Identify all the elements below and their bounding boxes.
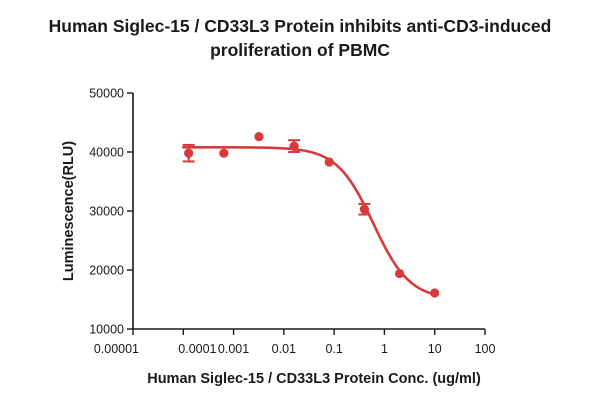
x-tick-label: 10	[428, 342, 442, 356]
y-tick-label: 10000	[89, 323, 124, 337]
y-tick-label: 40000	[89, 146, 124, 160]
fit-curve	[181, 145, 437, 296]
data-point	[324, 157, 334, 167]
data-points	[182, 132, 440, 298]
x-tick-label: 0.0001	[178, 342, 216, 356]
x-tick-label: 0.00001	[94, 342, 139, 356]
data-point	[394, 268, 405, 279]
chart-title-line-1: Human Siglec-15 / CD33L3 Protein inhibit…	[48, 16, 552, 36]
y-tick-label: 30000	[89, 205, 124, 219]
x-tick-label: 100	[475, 342, 496, 356]
y-axis-label: Luminescence(RLU)	[61, 141, 77, 281]
x-axis-label: Human Siglec-15 / CD33L3 Protein Conc. (…	[147, 371, 481, 387]
data-point	[219, 148, 229, 158]
x-tick-label: 1	[381, 342, 388, 356]
chart-title-line-2: proliferation of PBMC	[210, 40, 390, 60]
x-tick-label: 0.001	[218, 342, 249, 356]
data-point	[359, 204, 370, 214]
x-tick-label: 0.01	[272, 342, 296, 356]
data-point	[430, 288, 440, 298]
chart-title: Human Siglec-15 / CD33L3 Protein inhibit…	[0, 14, 600, 62]
data-point	[254, 132, 264, 142]
x-tick-label: 0.1	[325, 342, 342, 356]
data-point	[289, 141, 299, 151]
y-tick-label: 20000	[89, 264, 124, 278]
fit-curve-group	[181, 145, 437, 296]
data-point	[184, 148, 194, 158]
y-tick-label: 50000	[89, 87, 124, 101]
